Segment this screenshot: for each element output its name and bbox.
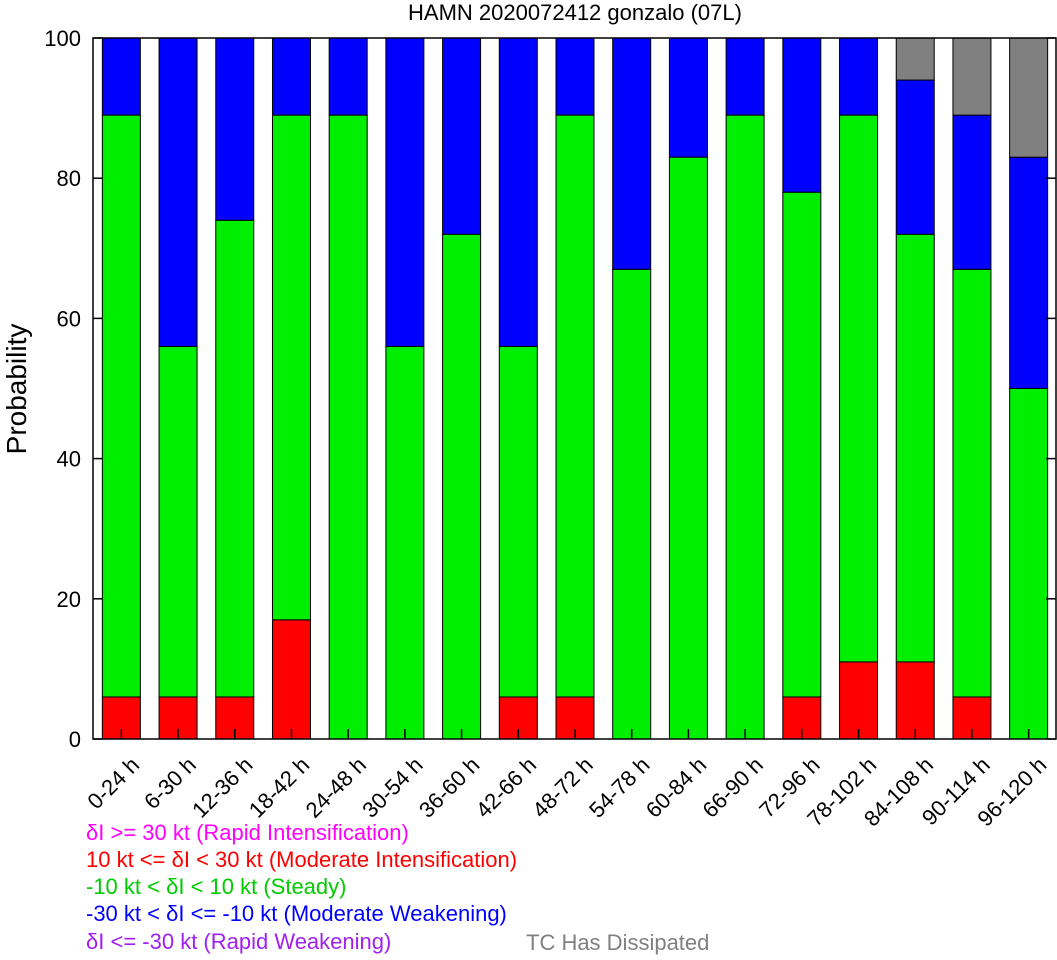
bar-mw-13 [839,37,879,116]
x-tick-label: 12-36 h [187,752,257,822]
bar-steady-12 [782,191,822,698]
bar-mw-7 [498,37,538,347]
legend: δI >= 30 kt (Rapid Intensification) 10 k… [86,820,1046,960]
bar-steady-10 [668,156,708,740]
y-tick-label: 80 [57,166,81,191]
y-tick-labels: 0 20 40 60 80 100 [44,26,81,752]
bar-dissipated-15 [952,37,992,116]
bar-steady-15 [952,268,992,698]
x-tick-label: 66-90 h [698,752,768,822]
bar-dissipated-14 [895,37,935,81]
x-tick-label: 60-84 h [641,752,711,822]
bar-mw-2 [215,37,255,221]
bar-mw-10 [668,37,708,158]
bar-steady-1 [158,345,198,698]
bar-group [101,37,1049,740]
bar-steady-0 [101,114,141,698]
bar-mw-15 [952,114,992,270]
legend-rapid-weakening: δI <= -30 kt (Rapid Weakening) [86,929,392,954]
bar-steady-4 [328,114,368,740]
y-tick-label: 40 [57,447,81,472]
bar-steady-9 [612,268,652,740]
bar-steady-16 [1009,388,1049,740]
bar-mw-11 [725,37,765,116]
x-tick-label: 54-78 h [584,752,654,822]
bar-dissipated-16 [1009,37,1049,158]
bar-mi-14 [895,661,935,740]
axes [92,37,1057,740]
bar-mw-4 [328,37,368,116]
legend-dissipated: TC Has Dissipated [526,930,710,955]
bar-mw-9 [612,37,652,270]
bar-steady-7 [498,345,538,698]
bar-mi-13 [839,661,879,740]
bar-mw-0 [101,37,141,116]
y-tick-label: 100 [44,26,81,51]
bar-mi-3 [271,619,311,740]
bar-steady-8 [555,114,595,698]
bar-steady-2 [215,219,255,698]
bar-steady-5 [385,345,425,740]
bar-mw-8 [555,37,595,116]
x-tick-label: 36-60 h [414,752,484,822]
bar-steady-3 [271,114,311,621]
bar-mw-1 [158,37,198,347]
y-tick-label: 20 [57,587,81,612]
x-tick-label: 0-24 h [82,752,144,814]
x-tick-label: 24-48 h [301,752,371,822]
chart-title: HAMN 2020072412 gonzalo (07L) [408,0,742,25]
x-tick-label: 48-72 h [527,752,597,822]
legend-rapid-intensification: δI >= 30 kt (Rapid Intensification) [86,820,409,845]
legend-moderate-weakening: -30 kt < δI <= -10 kt (Moderate Weakenin… [86,901,507,926]
bar-mw-3 [271,37,311,116]
x-tick-label: 18-42 h [244,752,314,822]
x-tick-label: 30-54 h [357,752,427,822]
y-tick-label: 0 [69,727,81,752]
bar-mw-12 [782,37,822,193]
bar-mw-5 [385,37,425,347]
bar-mw-6 [442,37,482,235]
bar-steady-6 [442,233,482,740]
bar-steady-11 [725,114,765,740]
y-axis-label: Probability [1,324,32,455]
bar-mw-14 [895,79,935,235]
bar-mw-16 [1009,156,1049,389]
y-tick-label: 60 [57,306,81,331]
legend-moderate-intensification: 10 kt <= δI < 30 kt (Moderate Intensific… [86,847,518,872]
legend-steady: -10 kt < δI < 10 kt (Steady) [86,874,347,899]
x-tick-label: 42-66 h [471,752,541,822]
bar-steady-13 [839,114,879,663]
bar-steady-14 [895,233,935,663]
